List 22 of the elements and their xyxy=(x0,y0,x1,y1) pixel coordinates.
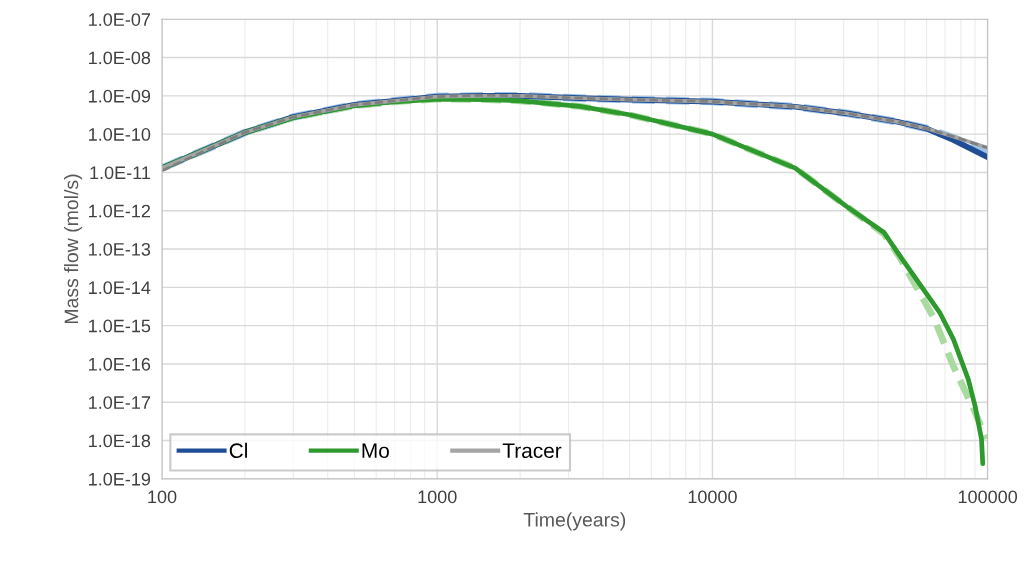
y-tick-label: 1.0E-19 xyxy=(89,472,151,486)
y-tick-label: 1.0E-09 xyxy=(89,89,151,103)
legend-label: Mo xyxy=(362,443,389,459)
y-tick-label: 1.0E-16 xyxy=(89,357,151,371)
x-axis-title: Time(years) xyxy=(523,512,626,531)
y-tick-label: 1.0E-08 xyxy=(89,51,151,65)
y-tick-label: 1.0E-15 xyxy=(89,319,151,333)
x-tick-label: 100000 xyxy=(958,490,1018,504)
legend-label: Tracer xyxy=(502,443,562,459)
y-tick-label: 1.0E-12 xyxy=(89,204,151,218)
x-tick-label: 100 xyxy=(148,490,177,504)
y-tick-label: 1.0E-11 xyxy=(90,166,151,180)
y-tick-label: 1.0E-17 xyxy=(89,396,151,409)
y-tick-label: 1.0E-14 xyxy=(89,281,151,295)
legend-label: Cl xyxy=(229,442,247,459)
y-tick-label: 1.0E-07 xyxy=(89,13,151,26)
x-tick-label: 1000 xyxy=(418,490,457,504)
y-tick-label: 1.0E-13 xyxy=(89,242,151,256)
y-axis-title: Mass flow (mol/s) xyxy=(64,174,83,324)
y-tick-label: 1.0E-10 xyxy=(89,128,151,141)
x-tick-label: 10000 xyxy=(688,490,737,504)
y-tick-label: 1.0E-18 xyxy=(89,434,151,448)
